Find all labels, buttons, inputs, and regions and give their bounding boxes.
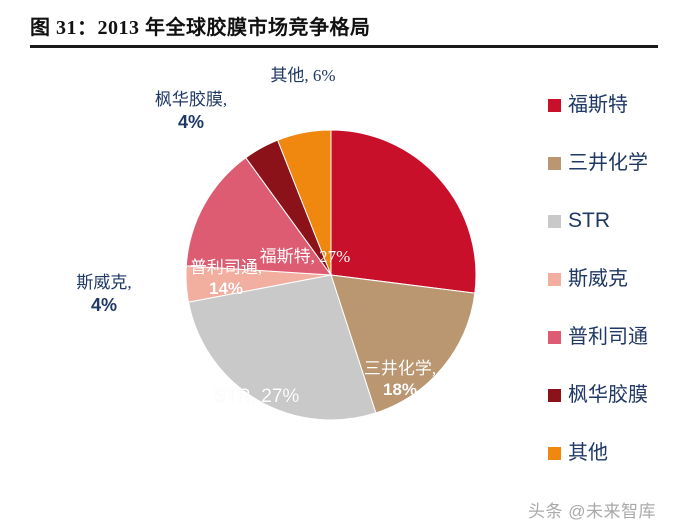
slice-label-fusite: 福斯特, 27% bbox=[259, 247, 351, 266]
legend-label: STR bbox=[568, 209, 610, 232]
legend-label: 福斯特 bbox=[568, 94, 628, 116]
slice-label-fenghua: 枫华胶膜, 4% bbox=[154, 90, 228, 132]
pie-svg bbox=[186, 130, 476, 420]
legend-swatch-icon bbox=[548, 330, 561, 344]
legend-item[interactable]: 普利司通 bbox=[548, 324, 688, 350]
chart-legend: 福斯特三井化学 STR 斯威克普利司通枫华胶膜其他 bbox=[548, 92, 688, 498]
slice-label-qita: 其他, 6% bbox=[270, 66, 336, 85]
legend-label: 三井化学 bbox=[568, 152, 648, 174]
slice-label-str: STR, 27% bbox=[212, 386, 300, 407]
slice-label-siweike: 斯威克, 4% bbox=[76, 273, 132, 315]
legend-swatch-icon bbox=[548, 272, 561, 286]
legend-swatch-icon bbox=[548, 388, 561, 402]
legend-item[interactable]: STR bbox=[548, 208, 688, 234]
page-title: 图 31：2013 年全球胶膜市场竞争格局 bbox=[30, 17, 371, 39]
title-divider bbox=[30, 45, 658, 48]
legend-item[interactable]: 其他 bbox=[548, 440, 688, 466]
legend-label: 其他 bbox=[568, 442, 608, 464]
slice-label-pulisitong: 普利司通, 14% bbox=[189, 258, 263, 298]
legend-swatch-icon bbox=[548, 446, 561, 460]
legend-swatch-icon bbox=[548, 98, 561, 112]
legend-label: 普利司通 bbox=[568, 326, 648, 348]
watermark: 头条 @未来智库 bbox=[528, 502, 656, 521]
legend-item[interactable]: 斯威克 bbox=[548, 266, 688, 292]
legend-item[interactable]: 三井化学 bbox=[548, 150, 688, 176]
legend-swatch-icon bbox=[548, 156, 561, 170]
chart-plot-area: 福斯特, 27% 三井化学, 18% STR, 27% 普利司通, 14% 斯威… bbox=[0, 48, 520, 522]
pie-slice bbox=[187, 274, 377, 420]
slice-label-sanjing: 三井化学, 18% bbox=[363, 359, 437, 399]
legend-item[interactable]: 福斯特 bbox=[548, 92, 688, 118]
pie-slice bbox=[330, 130, 476, 294]
pie-slice bbox=[276, 130, 332, 276]
pie-slice bbox=[330, 274, 476, 414]
legend-label: 斯威克 bbox=[568, 268, 628, 290]
legend-label: 枫华胶膜 bbox=[568, 384, 648, 406]
legend-swatch-icon bbox=[548, 214, 561, 228]
legend-item[interactable]: 枫华胶膜 bbox=[548, 382, 688, 408]
pie-slice bbox=[186, 156, 333, 276]
pie-chart bbox=[186, 130, 476, 420]
